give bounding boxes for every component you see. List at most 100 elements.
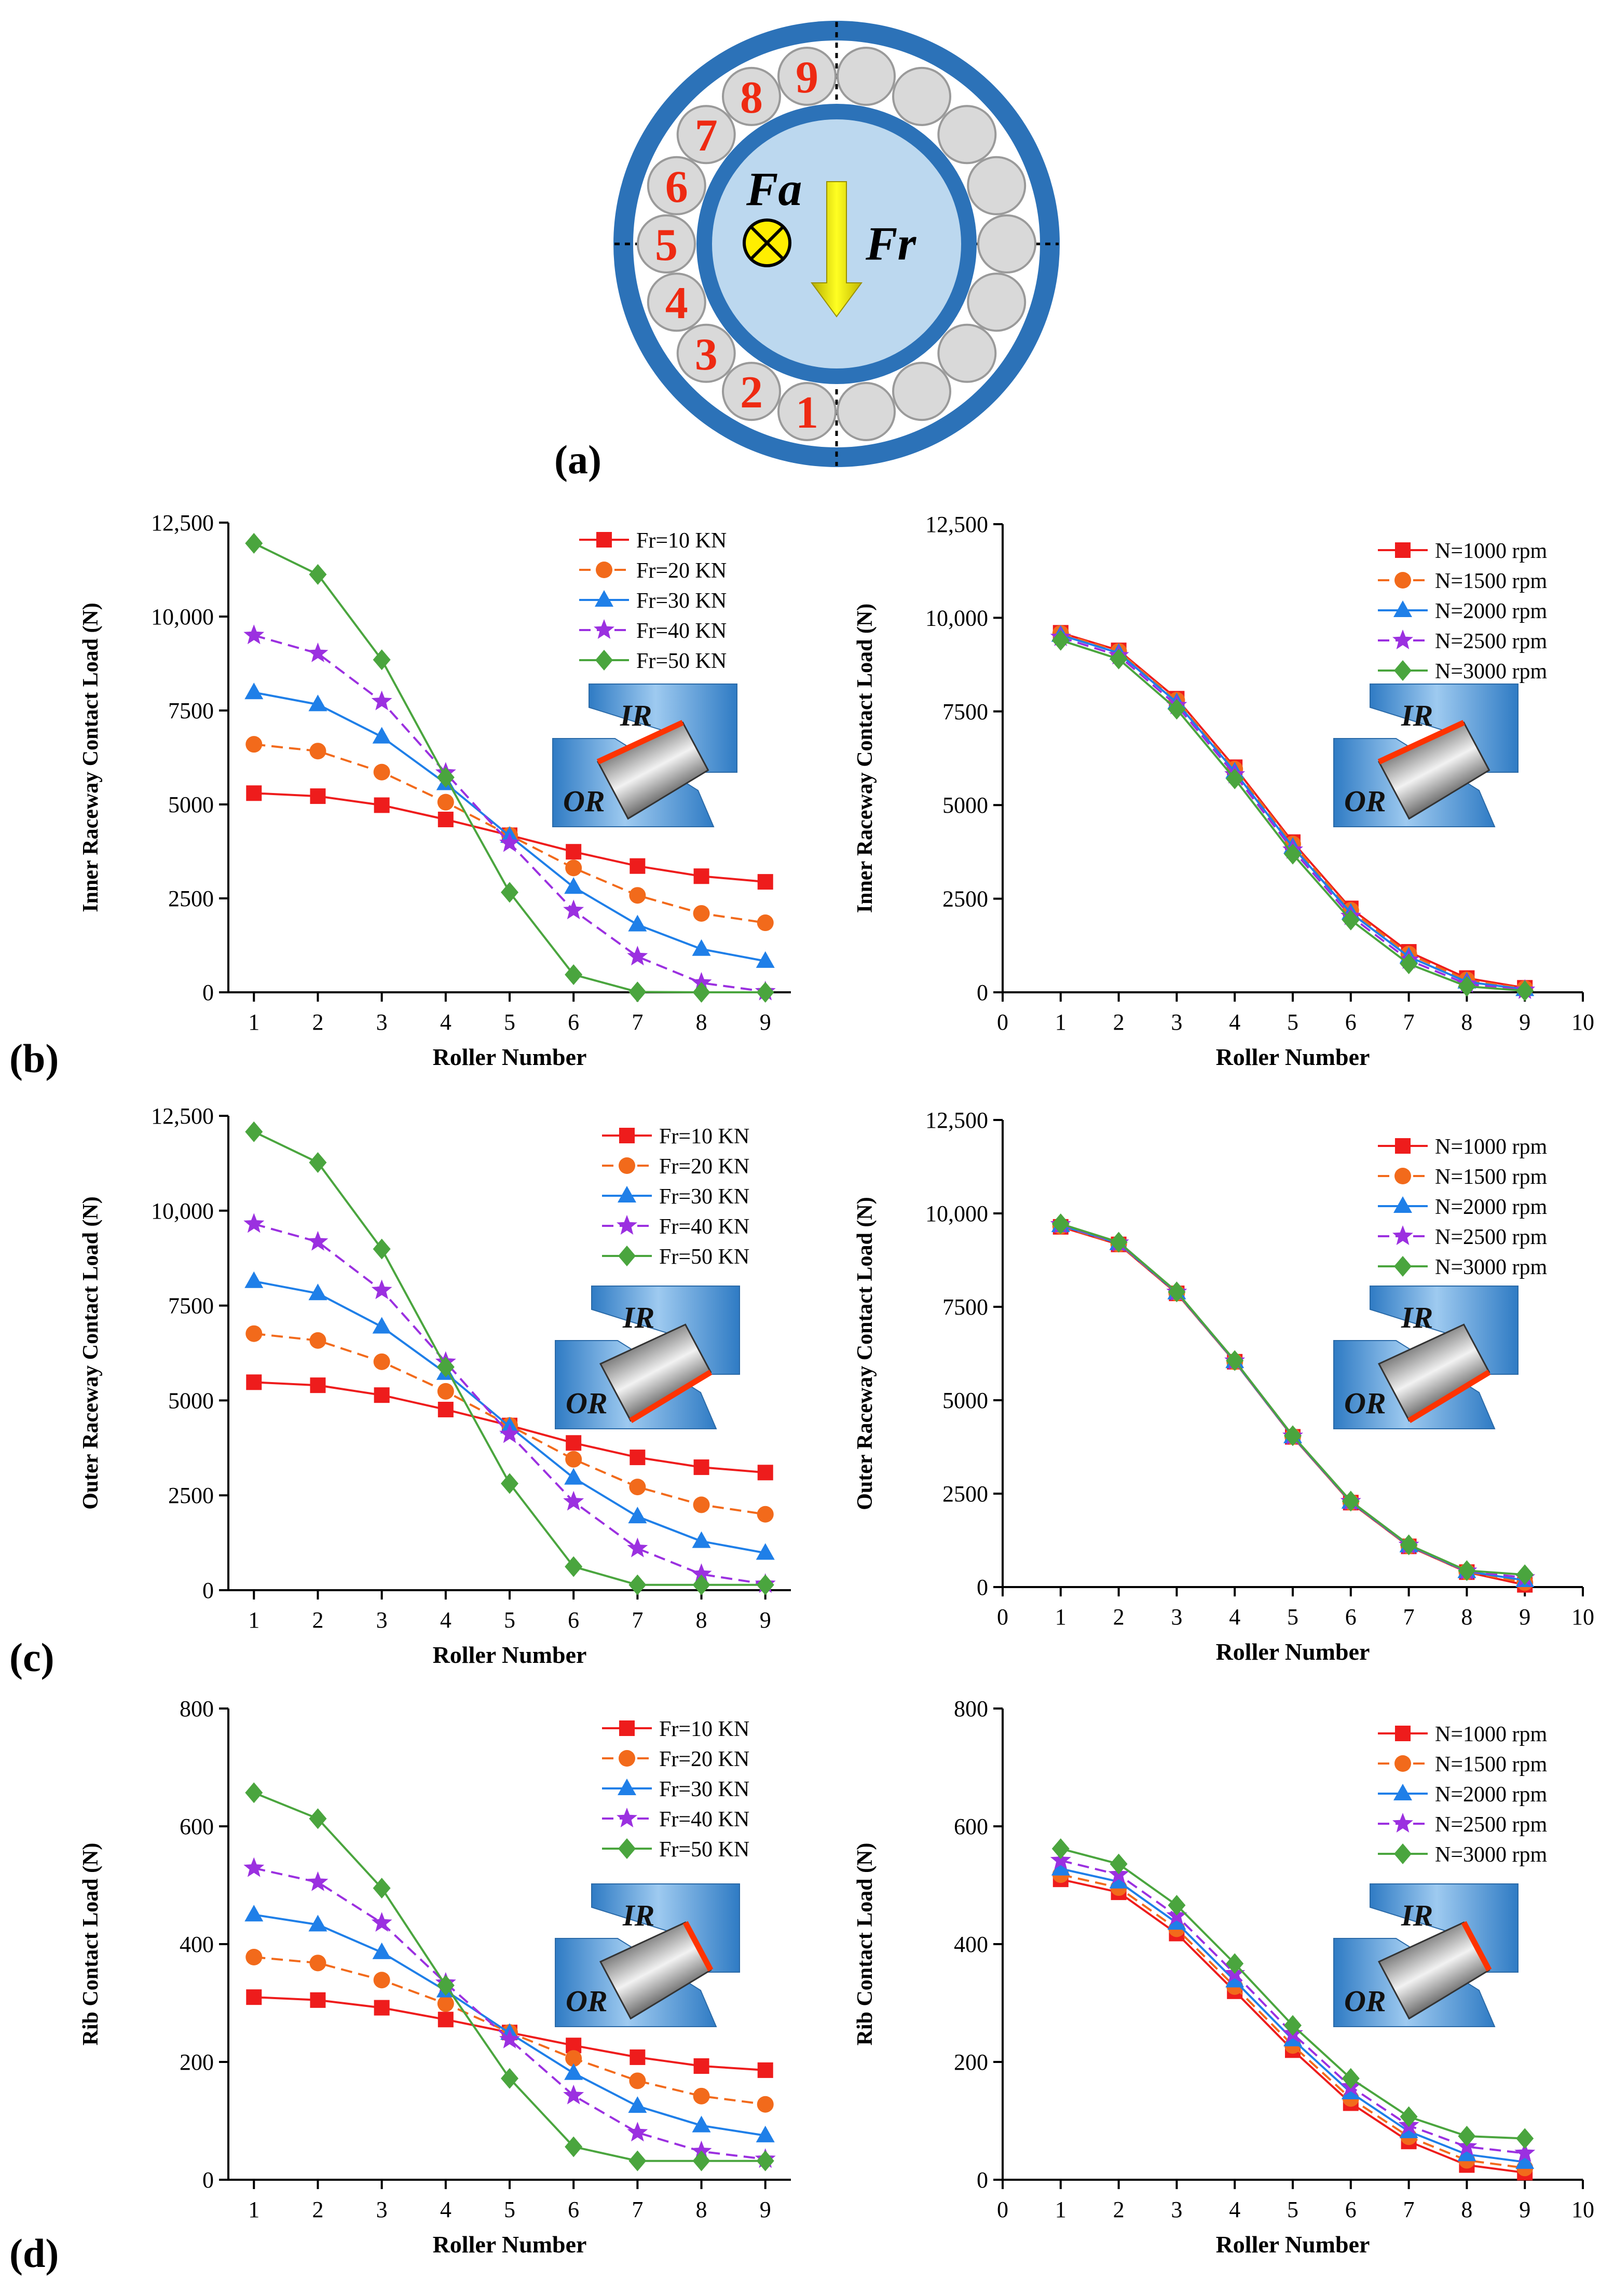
chart-c-right: 0 1 2 3 4 5 6 7 8 9 10 0 2500 5000 7500 10,000 12,500 Rol… bbox=[853, 1108, 1594, 1665]
y-tick-label: 12,500 bbox=[151, 510, 214, 536]
data-point bbox=[1168, 699, 1186, 720]
x-tick-label: 6 bbox=[568, 1607, 579, 1633]
data-point bbox=[693, 2087, 710, 2104]
data-point bbox=[1051, 1213, 1070, 1235]
roller bbox=[977, 214, 1036, 274]
data-point bbox=[1516, 980, 1534, 1002]
legend-marker bbox=[1394, 1843, 1412, 1864]
legend-marker bbox=[619, 1720, 635, 1736]
contact-inset: IR OR bbox=[1333, 684, 1519, 827]
data-point bbox=[372, 727, 391, 744]
legend-entry: N=1000 rpm bbox=[1435, 1723, 1548, 1746]
roller bbox=[676, 323, 736, 383]
legend-entry: Fr=10 KN bbox=[659, 1717, 749, 1741]
legend-marker bbox=[595, 650, 613, 671]
contact-highlight bbox=[1407, 1370, 1491, 1424]
series-N=3000 rpm bbox=[1051, 1838, 1534, 2149]
chart-b-right: 0 1 2 3 4 5 6 7 8 9 10 0 2500 5000 7500 10,000 12,500 Rol… bbox=[853, 512, 1594, 1070]
data-point bbox=[437, 1401, 454, 1417]
legend-marker bbox=[618, 1779, 636, 1795]
legend-entry: N=2500 rpm bbox=[1435, 1225, 1548, 1249]
roller-number: 5 bbox=[655, 220, 678, 270]
x-tick-label: 6 bbox=[1345, 1009, 1357, 1035]
data-point bbox=[245, 736, 263, 753]
y-tick-label: 10,000 bbox=[151, 604, 214, 630]
legend-entry: N=2500 rpm bbox=[1435, 1813, 1548, 1837]
data-point bbox=[565, 2136, 583, 2157]
x-tick-label: 8 bbox=[1461, 2197, 1472, 2222]
contact-inset: IR OR bbox=[555, 1286, 740, 1429]
legend-marker bbox=[1394, 1755, 1411, 1772]
data-point bbox=[437, 1995, 454, 2012]
data-point bbox=[757, 2062, 773, 2078]
legend-entry: Fr=20 KN bbox=[659, 1155, 749, 1179]
y-tick-label: 400 bbox=[180, 1932, 214, 1957]
x-tick-label: 5 bbox=[1287, 1009, 1298, 1035]
roller-inset bbox=[1377, 1323, 1491, 1424]
data-point bbox=[1514, 2142, 1536, 2162]
legend-entry: N=1000 rpm bbox=[1435, 1135, 1548, 1159]
x-tick-label: 8 bbox=[696, 2197, 707, 2222]
data-point bbox=[1168, 1281, 1186, 1303]
data-point bbox=[565, 1556, 583, 1577]
data-point bbox=[692, 982, 710, 1003]
legend: Fr=10 KN Fr=20 KN Fr=30 KN Fr=40 KN Fr=50 KN bbox=[602, 1125, 749, 1269]
data-point bbox=[1342, 909, 1360, 931]
data-point bbox=[437, 2012, 454, 2028]
roller-number: 4 bbox=[665, 278, 688, 329]
roller-body bbox=[1377, 1921, 1490, 2020]
data-point bbox=[627, 1537, 648, 1557]
x-tick-label: 7 bbox=[1403, 1009, 1415, 1035]
x-tick-label: 7 bbox=[1403, 1604, 1415, 1630]
panel-label-b: (b) bbox=[9, 1036, 59, 1081]
inset-label-ir: IR bbox=[620, 699, 652, 732]
inset-label-ir: IR bbox=[622, 1898, 654, 1932]
roller bbox=[837, 382, 896, 441]
contact-highlight bbox=[1461, 1921, 1492, 1972]
x-tick-label: 8 bbox=[1461, 1009, 1472, 1035]
data-point bbox=[1342, 1491, 1360, 1512]
legend-entry: N=1500 rpm bbox=[1435, 1165, 1548, 1189]
data-point bbox=[372, 1942, 391, 1959]
x-tick-label: 1 bbox=[1055, 1009, 1066, 1035]
contact-highlight bbox=[596, 720, 684, 764]
data-point bbox=[372, 1317, 391, 1334]
data-point bbox=[371, 1279, 392, 1300]
x-tick-label: 5 bbox=[1287, 1604, 1298, 1630]
legend-entry: Fr=30 KN bbox=[659, 1778, 749, 1801]
axial-load-cross-2 bbox=[749, 225, 785, 261]
data-point bbox=[691, 972, 712, 992]
roller-inset bbox=[1377, 720, 1490, 820]
data-point bbox=[628, 1507, 647, 1524]
x-axis-label: Roller Number bbox=[1216, 2231, 1370, 2258]
data-point bbox=[1284, 2015, 1302, 2036]
data-point bbox=[1284, 1425, 1302, 1446]
data-point bbox=[501, 882, 518, 903]
legend-entry: Fr=30 KN bbox=[636, 589, 727, 613]
roller bbox=[892, 362, 951, 421]
data-point bbox=[310, 788, 326, 804]
legend-marker bbox=[595, 590, 613, 607]
data-point bbox=[308, 1915, 327, 1932]
data-point bbox=[693, 1459, 709, 1475]
x-tick-label: 8 bbox=[1461, 1604, 1472, 1630]
data-point bbox=[1458, 1560, 1476, 1581]
x-tick-label: 3 bbox=[1171, 2197, 1182, 2222]
series-Fr=50 KN bbox=[245, 532, 774, 1003]
x-tick-label: 2 bbox=[312, 2197, 323, 2222]
y-tick-label: 7500 bbox=[942, 699, 988, 725]
roller bbox=[937, 323, 997, 383]
y-tick-label: 0 bbox=[202, 1578, 214, 1603]
legend-marker bbox=[619, 1750, 635, 1767]
x-tick-label: 2 bbox=[1113, 1009, 1125, 1035]
y-tick-label: 600 bbox=[954, 1814, 988, 1839]
roller bbox=[637, 214, 696, 274]
data-point bbox=[436, 1357, 455, 1378]
x-tick-label: 2 bbox=[312, 1607, 323, 1633]
x-tick-label: 7 bbox=[1403, 2197, 1415, 2222]
x-tick-label: 4 bbox=[440, 2197, 452, 2222]
legend-entry: N=2500 rpm bbox=[1435, 630, 1548, 653]
data-point bbox=[499, 1423, 520, 1443]
